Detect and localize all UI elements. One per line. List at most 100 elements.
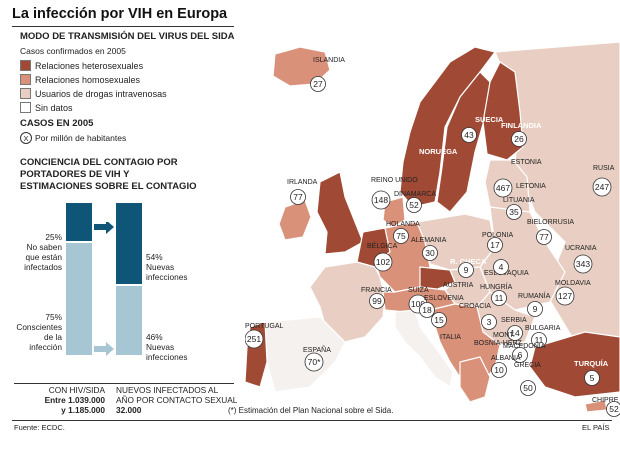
map-label-country-1: SUECIA	[475, 115, 504, 124]
map-label-country-7: REINO UNIDO	[371, 177, 418, 184]
map-value-country-24: 9	[533, 304, 538, 314]
map-value-circle-country-9	[493, 178, 513, 198]
map-value-country-6: 77	[293, 192, 303, 202]
map-label-country-11: BIELORRUSIA	[527, 219, 574, 226]
map-value-country-11: 77	[539, 232, 549, 242]
left-top-line-1: No saben	[26, 242, 62, 252]
map-value-country-1: 43	[464, 130, 474, 140]
source: Fuente: ECDC.	[14, 423, 65, 432]
map-value-circle-country-7	[371, 190, 391, 210]
map-region-spain	[264, 316, 346, 393]
map-value-country-36: 50	[523, 383, 533, 393]
map-label-country-21: SUIZA	[408, 287, 429, 294]
map-region-iceland	[272, 46, 331, 87]
map-label-country-0: ISLANDIA	[313, 57, 345, 64]
map-value-circle-country-14	[422, 245, 438, 261]
left-top-percent: 25%	[45, 232, 62, 242]
map-value-circle-country-15	[487, 237, 503, 253]
map-value-circle-country-6	[290, 189, 306, 205]
map-region-norway	[399, 46, 497, 208]
map-value-country-5: 247	[595, 182, 609, 192]
map-label-country-26: CROACIA	[459, 303, 491, 310]
map-label-country-4: ESTONIA	[511, 159, 542, 166]
legend-swatch-drugs	[20, 88, 31, 99]
map-region-czech	[419, 266, 456, 291]
awareness-arrows	[94, 222, 114, 356]
map-label-country-32: ALBANIA	[491, 355, 521, 362]
map-value-country-18: 4	[499, 262, 504, 272]
legend-nodata: Sin datos	[20, 102, 73, 113]
bar-hiv-unaware-segment	[66, 203, 92, 241]
right-caption-line-3: 32.000	[116, 405, 142, 415]
left-bottom-label: 75% Conscientes de la infección	[10, 312, 62, 352]
map-label-country-19: MOLDAVIA	[555, 280, 591, 287]
legend-label-homo: Relaciones homosexuales	[35, 74, 141, 85]
map-value-country-0: 27	[313, 79, 323, 89]
map-value-circle-country-38	[606, 401, 620, 417]
map-value-country-16: 343	[576, 259, 590, 269]
map-value-circle-country-2	[511, 131, 527, 147]
left-caption: CON HIV/SIDA Entre 1.039.000 y 1.185.000	[10, 385, 105, 415]
cases-heading: CASOS EN 2005	[20, 118, 94, 129]
map-label-country-5: RUSIA	[593, 165, 615, 172]
left-bottom-line-2: de la	[44, 332, 62, 342]
left-caption-line-2: Entre 1.039.000	[44, 395, 105, 405]
map-value-circle-country-8	[406, 197, 422, 213]
map-label-country-33: ITALIA	[440, 334, 461, 341]
map-value-country-35: 70*	[308, 357, 321, 367]
map-region-greece	[459, 356, 491, 403]
bar-new-unaware-segment	[116, 203, 142, 284]
map-label-country-23: HUNGRÍA	[480, 282, 513, 291]
awareness-heading-1: CONCIENCIA DEL CONTAGIO POR	[20, 157, 178, 168]
map-value-country-25: 15	[434, 315, 444, 325]
map-value-country-27: 14	[510, 328, 520, 338]
awareness-heading-2: PORTADORES DE VIH Y	[20, 169, 130, 180]
map-label-country-17: R. CHECA	[450, 257, 487, 266]
legend-label-hetero: Relaciones heterosexuales	[35, 60, 144, 71]
map-label-country-13: BÉLGICA	[367, 241, 398, 250]
right-top-line-1: Nuevas	[146, 262, 175, 272]
title-rule	[12, 26, 234, 27]
map-value-country-14: 30	[425, 248, 435, 258]
right-top-line-2: infecciones	[146, 272, 188, 282]
map-value-country-15: 17	[490, 240, 500, 250]
left-bottom-line-3: infección	[29, 342, 62, 352]
map-label-country-27: SERBIA	[501, 317, 527, 324]
map-value-circle-country-24	[527, 301, 543, 317]
transmission-heading: MODO DE TRANSMISIÓN DEL VIRUS DEL SIDA	[20, 31, 235, 42]
map-value-circle-country-18	[493, 259, 509, 275]
right-bottom-label: 46% Nuevas infecciones	[146, 332, 188, 362]
left-bottom-line-1: Conscientes	[16, 322, 62, 332]
right-caption-line-1: NUEVOS INFECTADOS AL	[116, 385, 219, 395]
map-value-circle-country-31	[512, 347, 528, 363]
map-region-italy	[394, 309, 454, 388]
legend-swatch-homo	[20, 74, 31, 85]
right-bottom-line-2: infecciones	[146, 352, 188, 362]
awareness-heading-3: ESTIMACIONES SOBRE EL CONTAGIO	[20, 181, 197, 192]
map-value-circle-country-37	[584, 370, 600, 386]
map-value-circle-country-5	[592, 177, 612, 197]
map-value-circle-country-12	[393, 228, 409, 244]
map-label-country-6: IRLANDA	[287, 179, 318, 186]
map-label-country-28: BULGARIA	[525, 325, 561, 332]
map-label-country-24: RUMANÍA	[518, 291, 551, 300]
map-value-country-12: 75	[396, 231, 406, 241]
map-label-country-30: MONT.	[493, 332, 515, 339]
map-label-country-38: CHIPRE	[592, 397, 619, 404]
legend-drugs: Usuarios de drogas intravenosas	[20, 88, 167, 99]
left-caption-line-1: CON HIV/SIDA	[48, 385, 105, 395]
map-label-country-2: FINLANDIA	[501, 121, 542, 130]
map-label-country-29: BOSNIA-HERZ.	[474, 340, 524, 347]
map-value-circle-country-27	[507, 325, 523, 341]
map-region-sweden	[436, 71, 491, 213]
map-value-country-34: 251	[247, 334, 261, 344]
map-value-country-19: 127	[558, 291, 572, 301]
map-label-country-20: FRANCIA	[361, 287, 392, 294]
cases-note: X Por millón de habitantes	[20, 132, 126, 144]
footer-rule	[12, 420, 612, 421]
map-value-country-7: 148	[374, 195, 388, 205]
legend-swatch-hetero	[20, 60, 31, 71]
map-value-country-38: 52	[609, 404, 619, 414]
map-label-country-34: PORTUGAL	[245, 323, 283, 330]
